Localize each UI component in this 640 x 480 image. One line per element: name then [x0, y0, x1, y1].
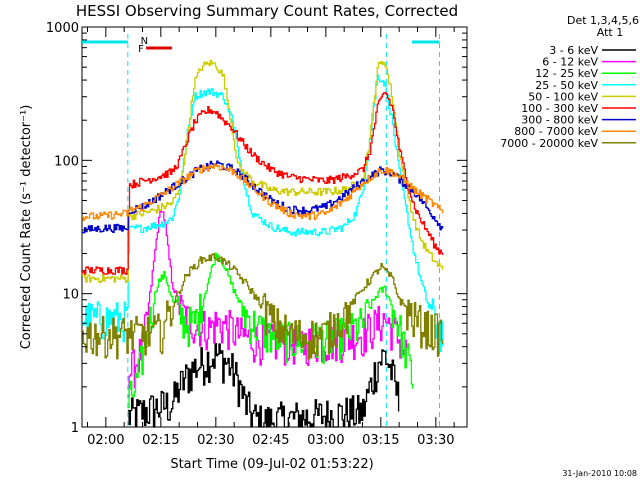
legend-entry-label: 300 - 800 keV — [521, 114, 598, 127]
x-tick-label: 03:15 — [362, 433, 399, 448]
legend-entry-label: 100 - 300 keV — [521, 102, 598, 115]
legend-entry-label: 800 - 7000 keV — [514, 125, 598, 138]
legend-entry-label: 3 - 6 keV — [549, 44, 598, 57]
series-line-5 — [82, 92, 444, 275]
series-layer — [82, 59, 444, 428]
x-axis: 02:00 02:15 02:30 02:45 03:00 03:15 03:30 — [87, 27, 455, 448]
x-tick-label: 03:30 — [417, 433, 454, 448]
flare-flag-label: F — [138, 44, 144, 55]
series-line-7 — [82, 163, 444, 222]
attenuator-flag-label: N — [141, 36, 148, 47]
legend-entry-label: 50 - 100 keV — [528, 90, 598, 103]
legend-entry-label: 7000 - 20000 keV — [500, 137, 598, 150]
y-axis: 1 10 100 1000 — [46, 21, 467, 436]
x-tick-label: 02:15 — [142, 433, 179, 448]
series-line-0 — [127, 342, 400, 428]
x-axis-label: Start Time (09-Jul-02 01:53:22) — [170, 457, 373, 472]
series-line-4 — [82, 59, 444, 284]
legend-entry-label: 25 - 50 keV — [535, 79, 598, 92]
legend-entry-label: 12 - 25 keV — [535, 67, 598, 80]
y-tick-label: 1000 — [46, 21, 79, 36]
series-line-3 — [82, 74, 444, 353]
timestamp: 31-Jan-2010 10:08 — [562, 469, 637, 478]
y-tick-label: 1 — [71, 421, 79, 436]
x-tick-label: 02:45 — [252, 433, 289, 448]
chart-title: HESSI Observing Summary Count Rates, Cor… — [76, 2, 458, 20]
y-tick-label: 100 — [54, 154, 79, 169]
legend-header-attenuator: Att 1 — [597, 26, 623, 39]
x-tick-label: 02:00 — [87, 433, 124, 448]
legend-entry-label: 6 - 12 keV — [542, 56, 598, 69]
y-axis-label: Corrected Count Rate (s⁻¹ detector⁻¹) — [19, 105, 34, 350]
x-tick-label: 02:30 — [197, 433, 234, 448]
series-line-1 — [127, 209, 407, 397]
x-tick-label: 03:00 — [307, 433, 344, 448]
legend-header-detectors: Det 1,3,4,5,6,9, — [567, 14, 640, 27]
y-tick-label: 10 — [62, 288, 79, 303]
series-line-8 — [82, 253, 444, 360]
